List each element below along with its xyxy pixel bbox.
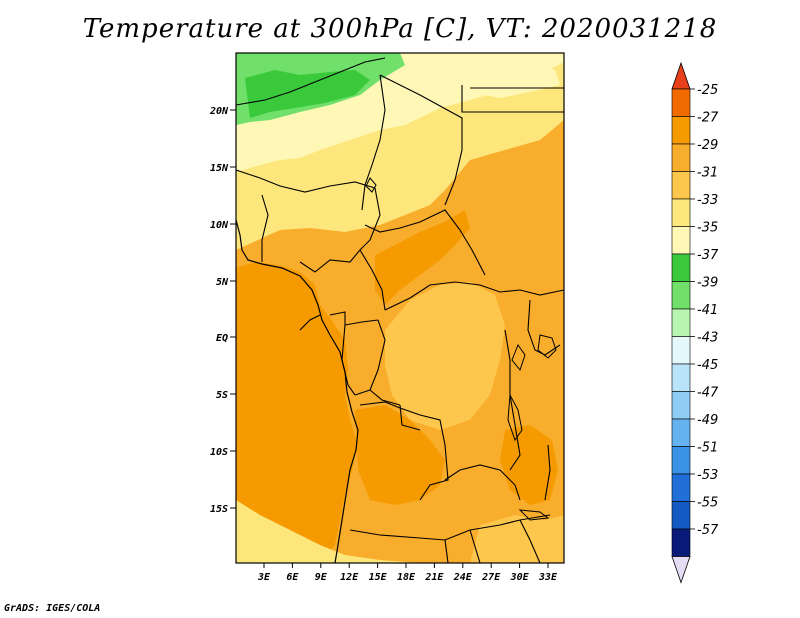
colorbar-segment (671, 116, 691, 145)
colorbar-label: -41 (697, 303, 718, 318)
map-frame (235, 52, 565, 564)
lon-tick-label: 24E (453, 572, 473, 583)
colorbar-segment (671, 143, 691, 172)
colorbar-segment (671, 308, 691, 337)
longitude-axis: 3E 6E 9E 12E 15E 18E 21E 24E 27E 30E 33E (257, 563, 558, 583)
colorbar-bottom-arrow (671, 556, 691, 584)
colorbar-label: -33 (697, 193, 718, 208)
temperature-band-light-south (236, 500, 420, 563)
colorbar-segment (671, 446, 691, 475)
lon-tick-label: 18E (397, 572, 416, 583)
colorbar-label: -35 (697, 221, 718, 236)
colorbar-label: -47 (697, 386, 719, 401)
map-plot-area (236, 53, 564, 563)
latitude-axis: 20N 15N 10N 5N EQ 5S 10S 15S (209, 106, 236, 515)
temperature-band-warm-ocean (236, 262, 358, 563)
temperature-band-light-central (385, 282, 505, 430)
colorbar-label: -49 (697, 413, 718, 428)
colorbar-label: -55 (697, 496, 718, 511)
colorbar-segment (671, 198, 691, 227)
colorbar-label: -57 (697, 523, 719, 538)
lat-tick-label: 15S (210, 504, 228, 515)
colorbar-segment (671, 363, 691, 392)
temperature-band-light-southeast (470, 515, 564, 563)
lat-tick-label: 10N (210, 220, 229, 231)
lon-tick-label: 12E (340, 572, 359, 583)
coastline (236, 219, 359, 563)
lon-tick-label: 21E (424, 572, 444, 583)
colorbar-label: -45 (697, 358, 718, 373)
colorbar-label: -43 (697, 331, 718, 346)
colorbar-segment (671, 336, 691, 365)
colorbar-top-arrow (671, 61, 691, 90)
colorbar-segment (671, 88, 691, 117)
colorbar-segment (671, 528, 691, 557)
colorbar-segment (671, 226, 691, 255)
colorbar-segment (671, 391, 691, 420)
colorbar-label: -27 (697, 111, 719, 126)
lat-tick-label: EQ (216, 333, 228, 344)
colorbar-segment (671, 473, 691, 502)
grads-credit: GrADS: IGES/COLA (4, 603, 101, 614)
colorbar-label: -39 (697, 276, 718, 291)
lat-tick-label: 20N (209, 106, 229, 117)
lon-tick-label: 30E (510, 572, 530, 583)
temperature-band-green (245, 70, 370, 118)
lat-tick-label: 10S (210, 447, 228, 458)
colorbar-label: -29 (697, 138, 718, 153)
lat-tick-label: 5S (216, 390, 228, 401)
lon-tick-label: 33E (538, 572, 558, 583)
colorbar-segment (671, 281, 691, 310)
colorbar-label: -31 (697, 166, 718, 181)
lon-tick-label: 27E (481, 572, 501, 583)
colorbar-label: -53 (697, 468, 718, 483)
map-title: Temperature at 300hPa [C], VT: 202003121… (82, 14, 718, 44)
lat-tick-label: 5N (216, 277, 229, 288)
colorbar: -25 -27 -29 -31 -33 -35 -37 -39 -41 -43 -45 -47 -49 -… (671, 61, 719, 584)
lon-tick-label: 3E (257, 572, 271, 583)
lon-tick-label: 6E (286, 572, 299, 583)
country-borders (236, 57, 564, 563)
colorbar-segment (671, 418, 691, 447)
colorbar-segment (671, 501, 691, 530)
lakes (365, 177, 557, 521)
colorbar-segment (671, 253, 691, 282)
lon-tick-label: 9E (315, 572, 328, 583)
temperature-band-warm-south (355, 405, 445, 505)
colorbar-segment (671, 171, 691, 200)
lat-tick-label: 15N (210, 163, 229, 174)
colorbar-label: -37 (697, 248, 719, 263)
colorbar-label: -25 (697, 83, 718, 98)
lon-tick-label: 15E (369, 572, 388, 583)
temperature-band-warm-central (375, 210, 470, 305)
colorbar-label: -51 (697, 441, 718, 456)
